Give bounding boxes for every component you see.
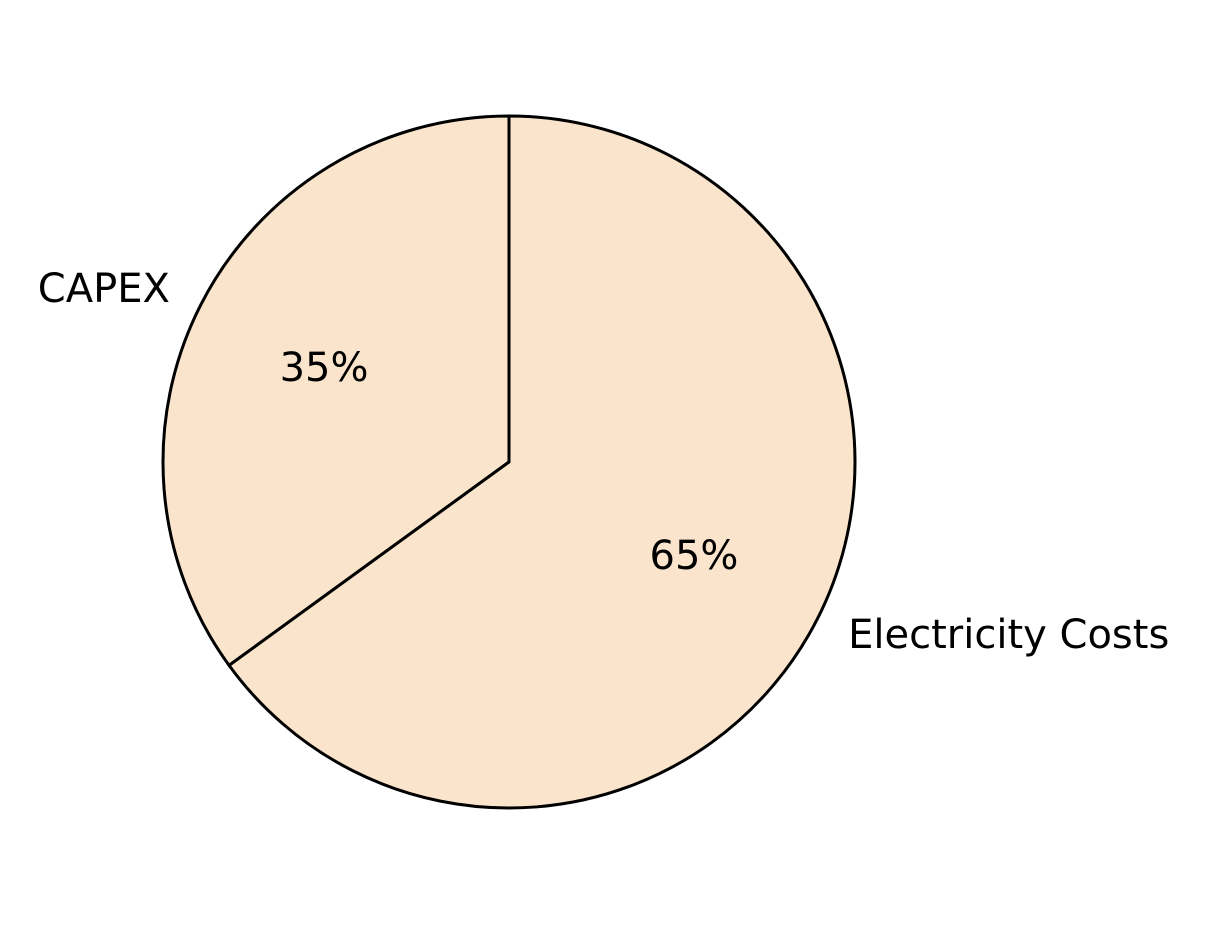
pie-slice-capex (161, 114, 511, 668)
pie-category-label: Electricity Costs (848, 612, 1169, 658)
pie-slice-electricity-costs (226, 114, 857, 810)
pie-pct-label: 65% (650, 533, 739, 579)
pie-category-label: CAPEX (38, 266, 170, 312)
labels-layer: 35% CAPEX 65% Electricity Costs (38, 266, 1169, 658)
slices-layer (161, 114, 857, 810)
pie-pct-label: 35% (280, 345, 369, 391)
